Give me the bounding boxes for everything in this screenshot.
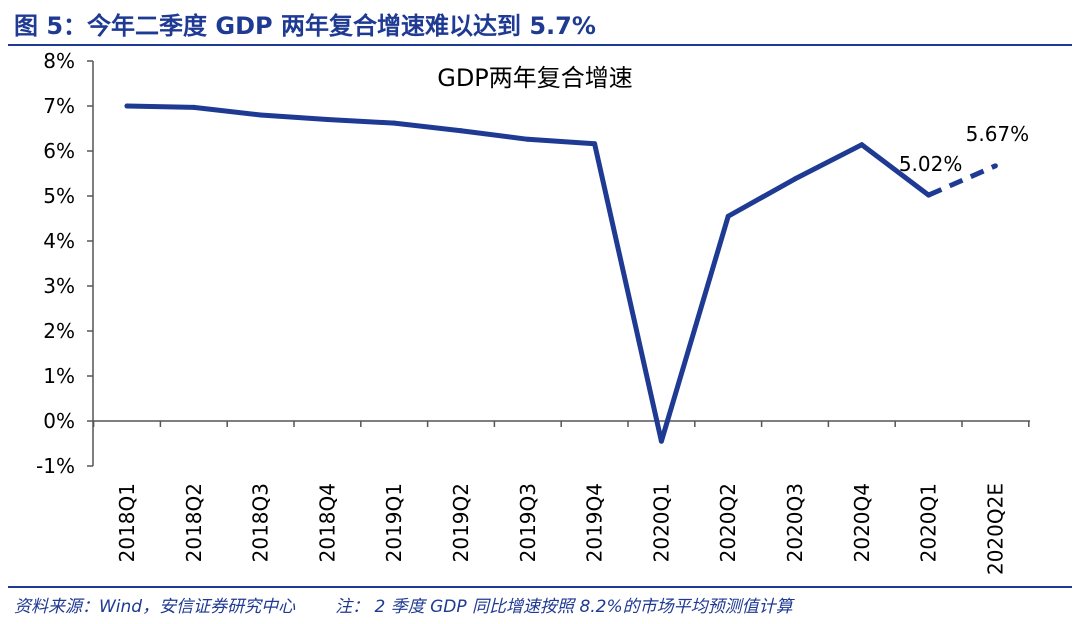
x-tick-label: 2018Q2: [182, 483, 206, 562]
series-line-solid: [124, 103, 932, 444]
series-lines: [124, 103, 998, 444]
y-tick-label: 5%: [43, 184, 75, 208]
x-tick-label: 2019Q3: [516, 483, 540, 562]
line-chart: 8% 7% 6% 5% 4% 3% 2% 1% 0% -1% 2018Q1 2018Q2 2018Q3…: [36, 49, 1030, 575]
y-tick-label: 4%: [43, 229, 75, 253]
y-tick-label: 1%: [43, 364, 75, 388]
series-line-dashed: [927, 163, 997, 198]
x-tick-label: 2019Q1: [382, 483, 406, 562]
source-text: 资料来源：Wind，安信证券研究中心: [14, 597, 296, 617]
x-tick-label: 2019Q2: [449, 483, 473, 562]
data-label: 5.02%: [899, 152, 963, 176]
data-point: [725, 213, 731, 219]
y-tick-label: 7%: [43, 94, 75, 118]
x-tick-label: 2019Q4: [583, 483, 607, 562]
data-point: [992, 163, 998, 169]
y-tick-label: 3%: [43, 274, 75, 298]
data-point: [324, 117, 330, 122]
x-tick-label: 2020Q4: [850, 483, 874, 562]
annotations: 5.02%5.67%: [899, 122, 1029, 176]
y-tick-label: -1%: [36, 454, 75, 478]
chart-title: GDP两年复合增速: [437, 64, 633, 92]
x-tick-label: 2020Q1: [649, 483, 673, 562]
data-point: [391, 120, 397, 126]
data-point: [792, 176, 798, 182]
y-tick-label: 0%: [43, 409, 75, 433]
y-tick-label: 2%: [43, 319, 75, 343]
figure-title: 图 5：今年二季度 GDP 两年复合增速难以达到 5.7%: [14, 12, 596, 40]
x-axis: 2018Q1 2018Q2 2018Q3 2018Q4 2019Q1 2019Q2 2019…: [92, 420, 1030, 575]
data-point: [124, 103, 130, 109]
x-tick-label: 2018Q1: [115, 483, 139, 562]
note-text: 注： 2 季度 GDP 同比增速按照 8.2%的市场平均预测值计算: [335, 597, 793, 617]
y-axis: 8% 7% 6% 5% 4% 3% 2% 1% 0% -1%: [36, 49, 94, 478]
y-tick-label: 6%: [43, 139, 75, 163]
x-tick-label: 2020Q2: [716, 483, 740, 562]
x-tick-label: 2018Q4: [315, 483, 339, 562]
data-point: [525, 136, 531, 142]
x-tick-label: 2018Q3: [249, 483, 273, 562]
data-point: [458, 128, 464, 134]
bottom-rule: [8, 586, 1072, 588]
data-point: [859, 142, 865, 148]
top-rule: [8, 44, 1072, 46]
data-label: 5.67%: [966, 122, 1030, 146]
x-tick-label: 2020Q3: [783, 483, 807, 562]
footnote: 资料来源：Wind，安信证券研究中心 注： 2 季度 GDP 同比增速按照 8.2…: [14, 592, 793, 617]
data-point: [592, 141, 598, 147]
y-tick-label: 8%: [43, 49, 75, 73]
x-tick-label: 2020Q2E: [983, 483, 1007, 575]
x-tick-label: 2020Q1: [917, 483, 941, 562]
data-point: [926, 192, 932, 198]
data-point: [258, 112, 264, 118]
data-point: [191, 104, 197, 110]
data-point: [658, 438, 664, 444]
